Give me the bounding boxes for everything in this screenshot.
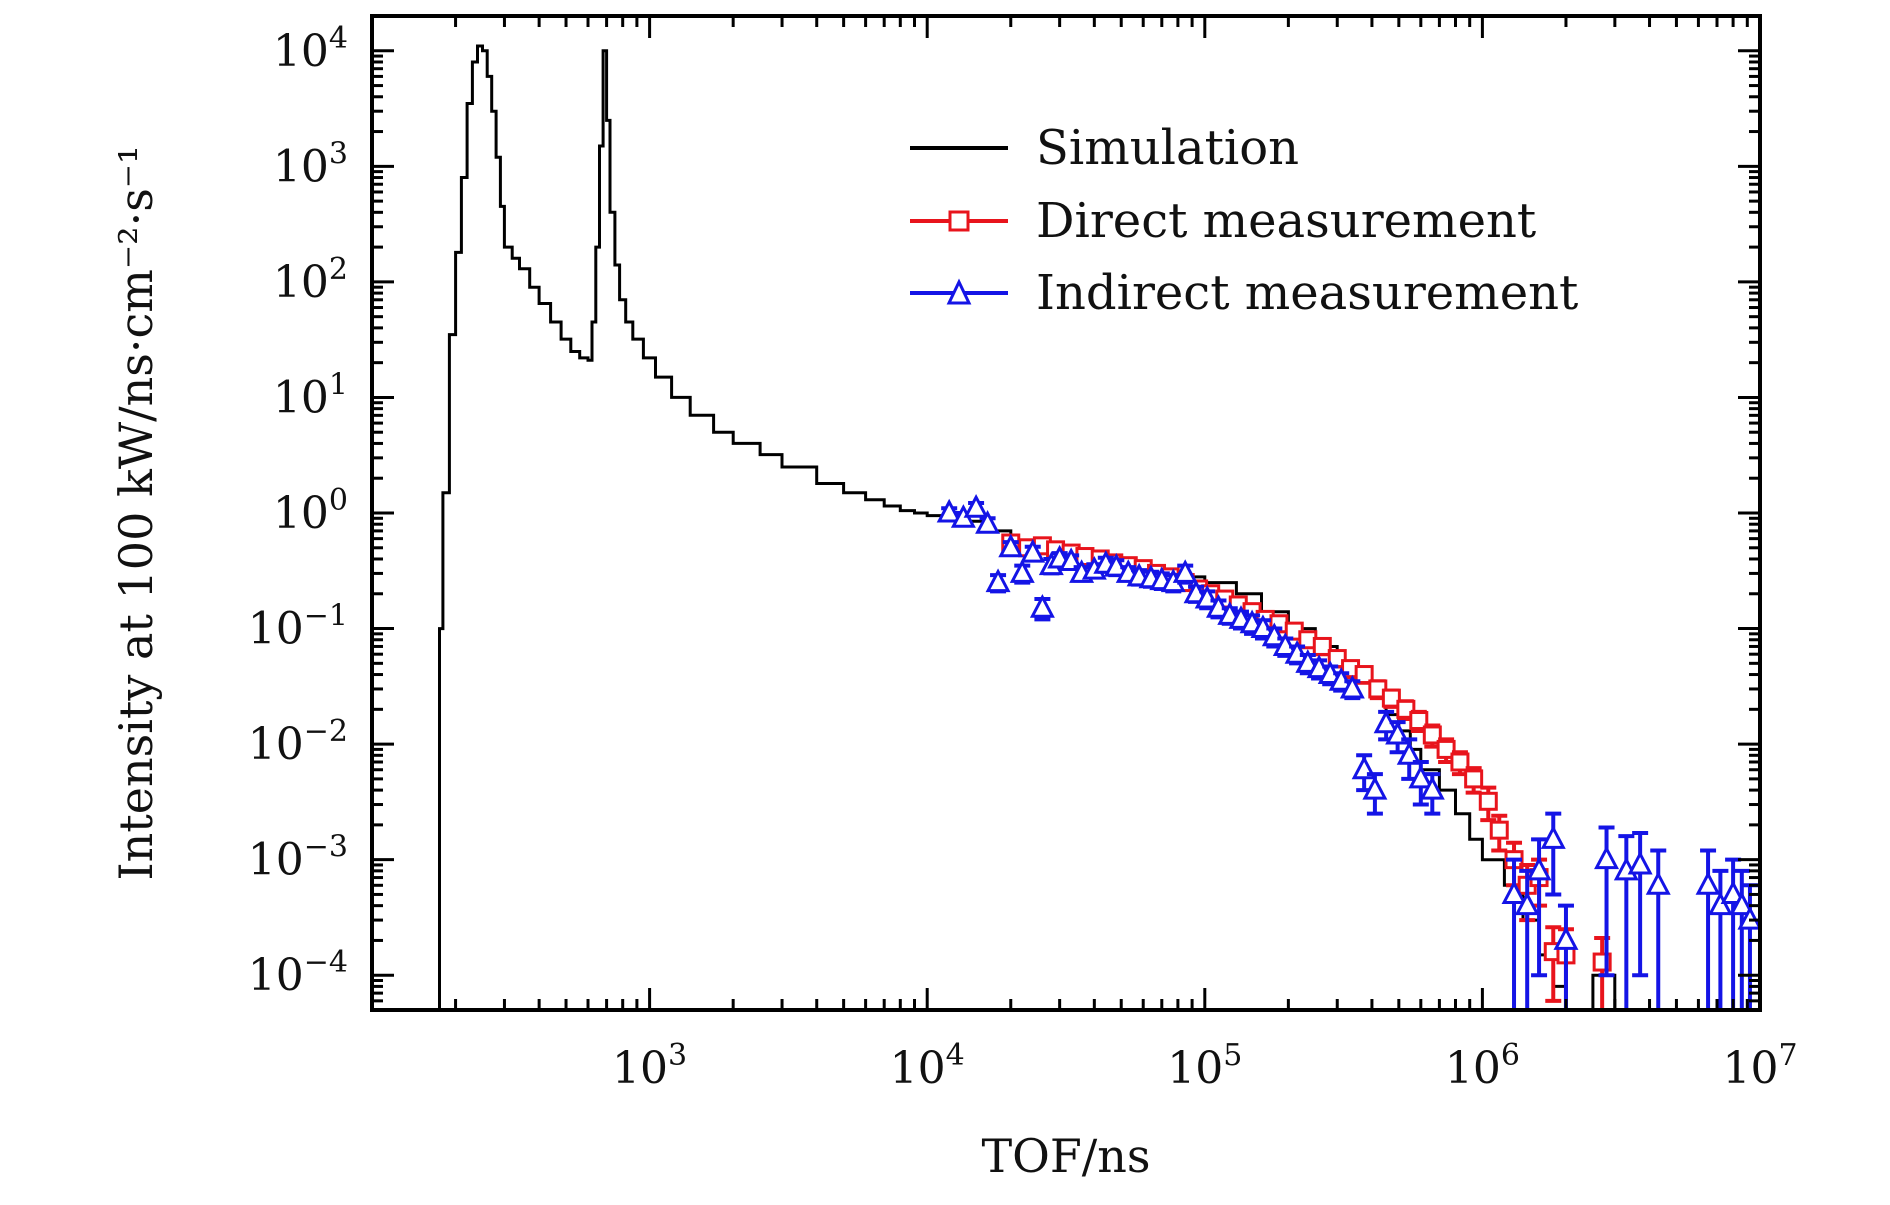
- simulation-series-group: [436, 44, 1617, 1010]
- y-tick-label: 101: [273, 367, 348, 423]
- direct-measurement-point: [1464, 769, 1484, 789]
- direct-measurement-point: [1450, 752, 1470, 772]
- direct-measurement-point: [1409, 711, 1429, 731]
- y-tick-label: 10−4: [248, 945, 348, 1001]
- y-tick-label: 10−2: [248, 714, 348, 770]
- indirect-measurement-point: [963, 493, 989, 518]
- indirect-measurement-point: [1514, 891, 1540, 916]
- x-tick-label: 107: [1722, 1038, 1797, 1094]
- y-axis-title: Intensity at 100 kW/ns·cm⁻²·s⁻¹: [109, 145, 163, 880]
- y-tick-label: 10−3: [248, 830, 348, 886]
- indirect-measurement-point: [1029, 593, 1055, 618]
- indirect-measurement-point: [1553, 926, 1579, 950]
- indirect-measurement-point: [998, 533, 1024, 558]
- indirect-measurement-point: [1645, 871, 1671, 895]
- y-tick-label: 100: [273, 483, 348, 539]
- y-tick-label: 104: [273, 21, 348, 77]
- indirect-measurement-series-group: [936, 493, 1760, 1010]
- direct-measurement-point: [1422, 725, 1442, 745]
- indirect-measurement-point: [985, 568, 1011, 593]
- indirect-measurement-point: [1707, 891, 1733, 916]
- indirect-measurement-point: [1540, 825, 1566, 849]
- indirect-measurement-point: [1526, 856, 1552, 881]
- indirect-measurement-point: [1339, 674, 1365, 699]
- direct-measurement-point: [1436, 739, 1456, 759]
- simulation-line: [436, 44, 1617, 1010]
- indirect-measurement-point: [1408, 764, 1434, 789]
- indirect-measurement-point: [1501, 880, 1527, 904]
- x-axis-title: TOF/ns: [981, 1129, 1150, 1183]
- legend-indirect-marker: [946, 278, 972, 305]
- indirect-measurement-point: [1419, 775, 1445, 800]
- y-axis-tick-labels: 104 103 102 101 100 10−1 10−2 10−3 10−4: [248, 21, 348, 1001]
- indirect-measurement-point: [1729, 891, 1755, 916]
- indirect-measurement-point: [1362, 775, 1388, 800]
- indirect-measurement-point: [1058, 547, 1084, 572]
- legend: Simulation Direct measurement Indirect m…: [910, 120, 1578, 321]
- x-axis-tick-labels: 103 104 105 106 107: [612, 1038, 1797, 1094]
- x-tick-label: 104: [890, 1038, 965, 1094]
- indirect-measurement-point: [1020, 538, 1046, 563]
- indirect-measurement-point: [1720, 880, 1746, 904]
- direct-measurement-point: [1489, 820, 1509, 840]
- direct-measurement-series-group: [1001, 533, 1612, 1010]
- y-axis-title-group: Intensity at 100 kW/ns·cm⁻²·s⁻¹: [109, 145, 163, 880]
- direct-measurement-point: [1478, 791, 1498, 811]
- y-tick-label: 10−1: [248, 599, 348, 655]
- legend-indirect-label: Indirect measurement: [1036, 265, 1578, 321]
- direct-measurement-point: [1312, 636, 1332, 656]
- indirect-measurement-point: [975, 509, 1001, 534]
- legend-direct-marker: [948, 210, 970, 232]
- indirect-measurement-point: [1627, 850, 1653, 875]
- indirect-measurement-point: [1396, 741, 1422, 765]
- y-tick-label: 103: [273, 136, 348, 192]
- direct-measurement-point: [1075, 547, 1095, 567]
- legend-simulation-label: Simulation: [1036, 120, 1299, 176]
- indirect-measurement-point: [1172, 559, 1198, 583]
- direct-measurement-point: [1354, 665, 1374, 685]
- indirect-measurement-point: [1009, 559, 1035, 583]
- indirect-measurement-point: [1695, 871, 1721, 895]
- indirect-measurement-point: [1594, 845, 1620, 870]
- x-tick-label: 103: [612, 1038, 687, 1094]
- plot-area-frame: [370, 14, 1762, 1012]
- x-tick-label: 105: [1167, 1038, 1242, 1094]
- legend-direct-label: Direct measurement: [1036, 193, 1536, 249]
- indirect-measurement-point: [1284, 639, 1310, 664]
- direct-measurement-point: [1381, 688, 1401, 708]
- x-tick-label: 106: [1445, 1038, 1520, 1094]
- y-tick-label: 102: [273, 252, 348, 308]
- indirect-measurement-point: [936, 498, 962, 523]
